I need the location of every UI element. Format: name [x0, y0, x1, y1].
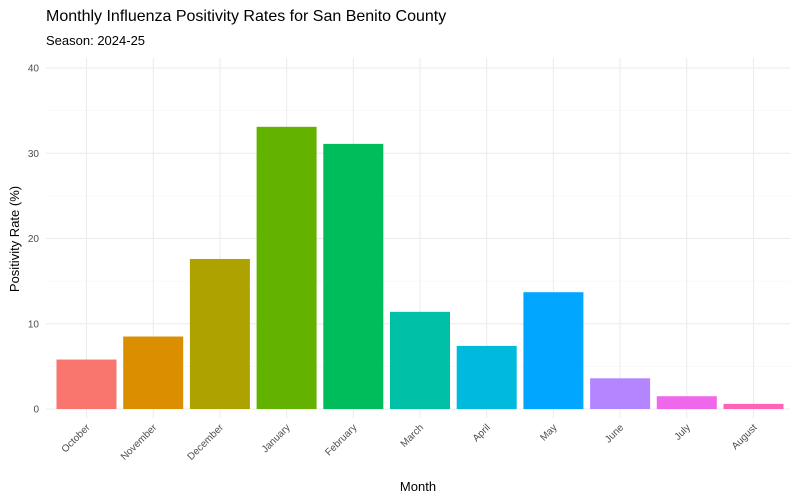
bar-august — [723, 403, 784, 409]
y-tick-label: 20 — [28, 234, 40, 245]
x-axis-title: Month — [400, 479, 436, 494]
bar-april — [456, 345, 517, 409]
x-tick-label-march: March — [399, 422, 426, 449]
y-tick-label: 0 — [33, 405, 39, 416]
x-tick-label-november: November — [119, 422, 160, 463]
x-tick-label-february: February — [323, 422, 359, 458]
x-tick-label-october: October — [60, 422, 93, 455]
bar-june — [590, 378, 651, 409]
bar-october — [56, 359, 117, 409]
x-tick-label-december: December — [186, 422, 227, 463]
bar-november — [123, 336, 184, 409]
bar-january — [256, 126, 317, 409]
chart-title: Monthly Influenza Positivity Rates for S… — [46, 8, 446, 25]
x-tick-label-july: July — [673, 422, 693, 442]
chart-subtitle: Season: 2024-25 — [46, 33, 145, 48]
bar-february — [323, 143, 384, 409]
bars — [56, 126, 784, 409]
bar-march — [390, 311, 450, 409]
x-tick-label-may: May — [538, 422, 559, 443]
x-axis-ticks: October November December January February Ma… — [60, 422, 760, 463]
y-axis-title: Positivity Rate (%) — [7, 186, 22, 292]
x-tick-label-april: April — [471, 422, 493, 444]
x-tick-label-june: June — [603, 422, 626, 445]
x-tick-label-january: January — [260, 422, 293, 455]
y-tick-label: 10 — [28, 319, 40, 330]
y-tick-label: 40 — [28, 64, 40, 75]
bar-may — [523, 292, 584, 409]
bar-july — [656, 396, 717, 409]
x-tick-label-august: August — [730, 422, 760, 452]
bar-december — [189, 258, 250, 409]
y-axis-ticks: 0 10 20 30 40 — [28, 64, 40, 416]
y-tick-label: 30 — [28, 149, 40, 160]
